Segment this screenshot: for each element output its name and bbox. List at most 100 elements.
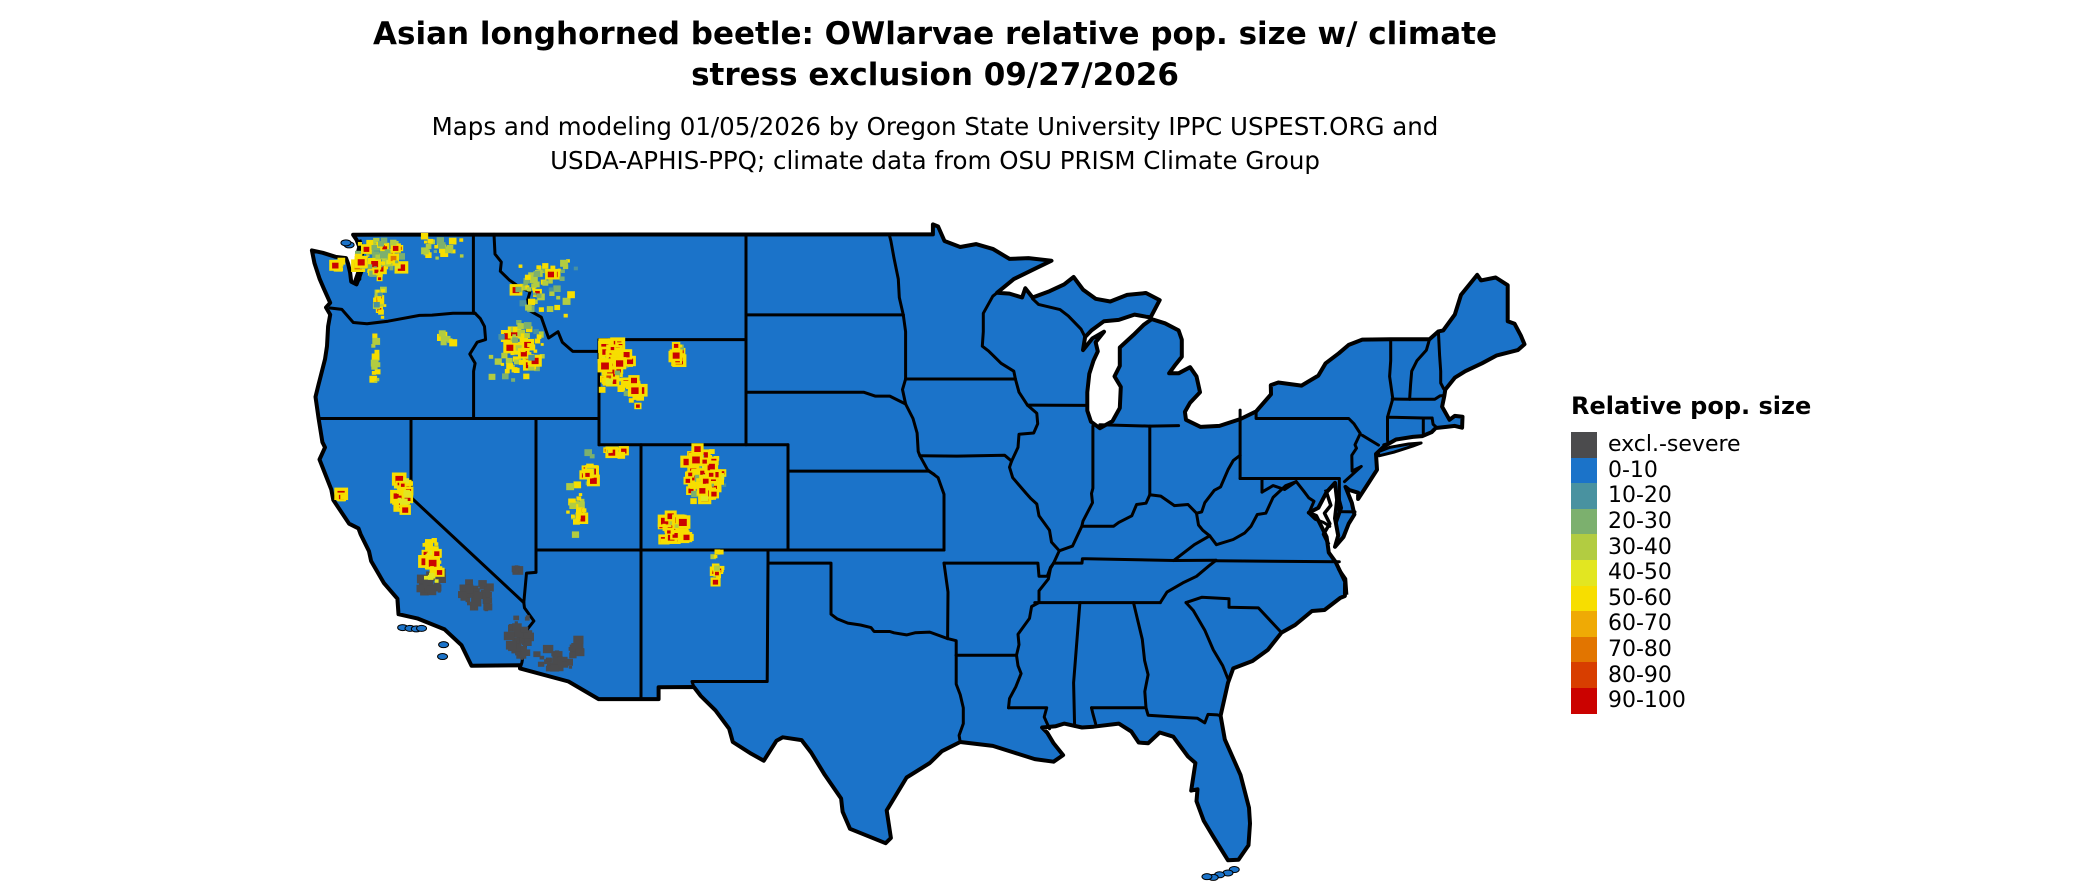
hotspot-cell <box>672 352 680 359</box>
hotspot-cell <box>677 344 684 351</box>
exclusion-cell <box>520 645 527 652</box>
legend-label: 10-20 <box>1608 483 1672 509</box>
hotspot-cell <box>425 244 432 250</box>
hotspot-cell <box>380 237 388 244</box>
exclusion-cell <box>568 666 573 669</box>
hotspot-cell <box>370 359 379 367</box>
hotspot-cell <box>571 514 575 518</box>
hotspot-cell <box>617 451 626 459</box>
hotspot-cell <box>540 343 544 346</box>
map-subtitle-line1: Maps and modeling 01/05/2026 by Oregon S… <box>431 112 1439 141</box>
hotspot-cell <box>694 446 701 452</box>
hotspot-cell <box>374 269 379 274</box>
map-title-line1: Asian longhorned beetle: OWlarvae relati… <box>373 16 1497 52</box>
hotspot-cell <box>373 302 380 308</box>
hotspot-cell <box>373 237 380 244</box>
hotspot-cell <box>402 507 409 513</box>
legend-items: excl.-severe 0-10 10-20 20-30 30-40 40-50 50-6… <box>1571 432 1811 714</box>
exclusion-las-vegas-nv <box>511 565 524 575</box>
hotspot-uinta-ut <box>603 446 629 459</box>
state-border <box>901 377 908 406</box>
hotspot-cell <box>380 315 385 319</box>
state-border <box>468 311 488 420</box>
hotspot-utah-plateaus <box>566 481 589 538</box>
hotspot-cell <box>578 515 586 522</box>
hotspot-cell <box>513 326 519 333</box>
hotspot-cell <box>390 255 397 262</box>
hotspot-cell <box>534 338 541 344</box>
hotspot-cell <box>714 565 720 571</box>
hotspot-cell <box>541 265 548 272</box>
hotspot-cell <box>396 485 401 489</box>
hotspot-cell <box>357 242 362 246</box>
exclusion-cell <box>539 655 545 660</box>
hotspot-cell <box>357 259 365 266</box>
hotspot-cell <box>378 277 382 281</box>
hotspot-cell <box>395 475 404 483</box>
hotspot-west-montana <box>509 259 578 318</box>
legend-label: 0-10 <box>1608 457 1658 483</box>
hotspot-cell <box>397 497 402 501</box>
hotspot-cell <box>371 245 378 250</box>
legend: Relative pop. size excl.-severe 0-10 10-20… <box>1571 392 1811 714</box>
hotspot-cell <box>514 341 521 348</box>
hotspot-cell <box>434 551 440 556</box>
hotspot-cell <box>669 520 675 526</box>
exclusion-cell <box>479 585 485 590</box>
hotspot-cell <box>688 488 694 494</box>
legend-swatch-60-70 <box>1571 611 1597 637</box>
hotspot-cell <box>397 253 405 260</box>
state-border <box>328 306 477 326</box>
hotspot-cell <box>340 494 346 500</box>
hotspot-cell <box>701 452 708 458</box>
legend-label: 20-30 <box>1608 509 1672 535</box>
hotspot-cell <box>532 287 536 291</box>
hotspot-cell <box>378 299 384 304</box>
state-border <box>522 548 538 605</box>
state-border <box>1214 559 1341 564</box>
hotspot-cell <box>392 498 399 505</box>
land-layer <box>309 222 1527 863</box>
exclusion-cell <box>513 615 520 621</box>
exclusion-cell <box>471 598 482 607</box>
exclusion-cell <box>485 592 492 598</box>
legend-swatch-20-30 <box>1571 508 1597 535</box>
hotspot-cell <box>371 353 380 361</box>
exclusion-cell <box>416 574 428 584</box>
state-border <box>1390 394 1445 401</box>
hotspot-cell <box>426 542 433 549</box>
hotspot-cell <box>627 358 634 365</box>
hotspot-cell <box>606 375 612 380</box>
hotspot-cell <box>511 329 519 337</box>
hotspot-cell <box>566 483 575 491</box>
hotspot-cell <box>573 266 578 271</box>
hotspot-cell <box>532 299 538 304</box>
hotspot-cell <box>374 369 381 375</box>
hotspot-cell <box>548 279 553 284</box>
hotspot-cell <box>566 510 570 514</box>
hotspot-cell <box>434 579 439 583</box>
legend-swatch-30-40 <box>1571 534 1597 560</box>
hotspot-cell <box>536 293 542 298</box>
hotspot-cell <box>617 385 626 392</box>
hotspot-cell <box>550 265 556 270</box>
hotspot-cell <box>672 533 678 538</box>
hotspot-cell <box>398 489 406 496</box>
hotspot-cell <box>562 297 571 305</box>
legend-item-excl.-severe: excl.-severe <box>1571 432 1811 458</box>
hotspot-cell <box>501 352 507 358</box>
hotspot-cell <box>709 449 715 454</box>
hotspot-cell <box>445 246 453 254</box>
exclusion-cell <box>569 652 577 659</box>
hotspot-cell <box>403 478 409 484</box>
hotspot-cell <box>431 538 437 543</box>
hotspot-cell <box>566 259 570 263</box>
hotspot-cell <box>690 498 697 505</box>
hotspot-cell <box>488 373 496 380</box>
hotspot-cell <box>384 249 392 256</box>
legend-title: Relative pop. size <box>1571 392 1812 420</box>
hotspot-cell <box>421 558 429 566</box>
hotspot-cell <box>504 333 512 340</box>
hotspot-cell <box>533 281 540 288</box>
hotspot-cell <box>590 477 597 484</box>
